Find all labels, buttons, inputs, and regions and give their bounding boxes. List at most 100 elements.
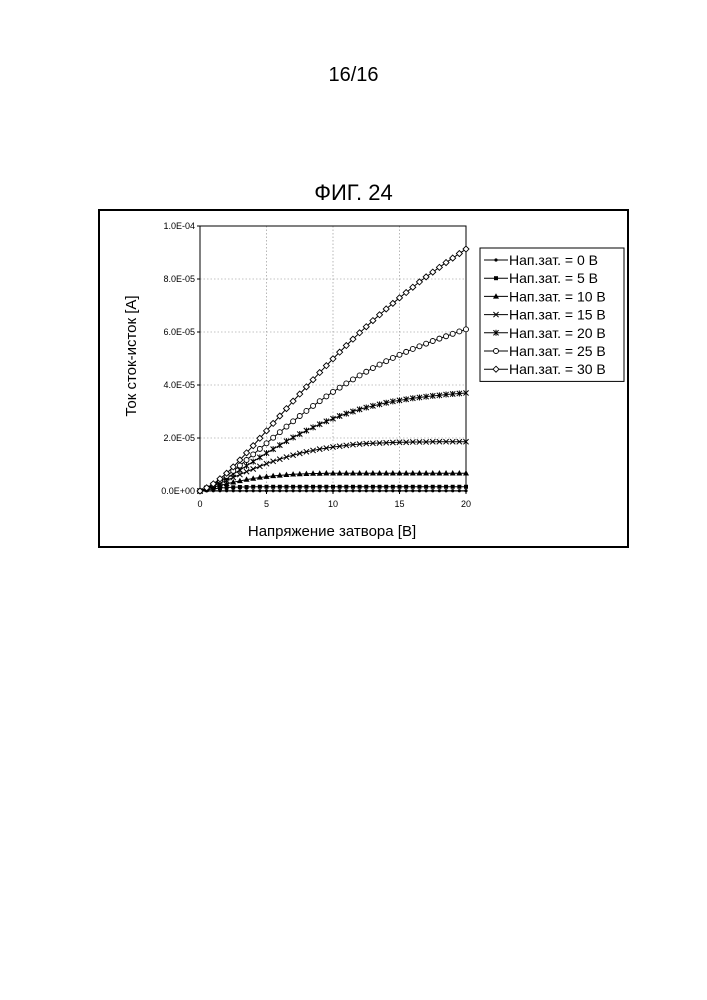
data-point [378, 485, 382, 489]
data-point [311, 489, 314, 492]
data-point [463, 246, 469, 252]
data-point [257, 446, 262, 451]
data-point [318, 489, 321, 492]
data-point [244, 463, 249, 469]
data-point [344, 411, 349, 417]
data-point [238, 489, 241, 492]
data-point [458, 489, 461, 492]
chart-frame: 051015200.0E+002.0E-054.0E-056.0E-058.0E… [98, 209, 629, 548]
data-point [225, 486, 229, 490]
data-point [377, 470, 383, 475]
data-point [450, 331, 455, 336]
data-point [464, 485, 468, 489]
data-point [431, 489, 434, 492]
data-point [331, 389, 336, 394]
data-point [411, 489, 414, 492]
data-point [464, 489, 467, 492]
data-point [350, 377, 355, 382]
legend-label: Нап.зат. = 30 В [509, 361, 606, 377]
data-point [337, 470, 343, 475]
data-point [364, 369, 369, 374]
x-tick-label: 20 [461, 499, 471, 509]
data-point [337, 385, 342, 390]
data-point [457, 485, 461, 489]
data-point [271, 459, 276, 464]
data-point [330, 416, 335, 422]
data-point [325, 489, 328, 492]
data-point [231, 485, 235, 489]
data-point [310, 424, 315, 430]
data-point [298, 485, 302, 489]
data-point [424, 485, 428, 489]
data-point [244, 457, 249, 462]
data-point [324, 485, 328, 489]
data-point [317, 399, 322, 404]
data-point [345, 489, 348, 492]
data-point [371, 489, 374, 492]
data-point [423, 470, 429, 475]
data-point [257, 464, 262, 469]
data-point [252, 489, 255, 492]
data-point [450, 255, 456, 261]
y-tick-label: 2.0E-05 [163, 433, 195, 443]
data-point [377, 362, 382, 367]
data-point [311, 403, 316, 408]
data-point [271, 446, 276, 452]
data-point [237, 463, 242, 468]
x-tick-label: 5 [264, 499, 269, 509]
data-point [272, 489, 275, 492]
data-point [404, 485, 408, 489]
data-point [443, 470, 449, 475]
data-point [351, 485, 355, 489]
legend-marker [494, 258, 497, 261]
data-point [251, 452, 256, 457]
data-point [277, 430, 282, 435]
data-point [404, 349, 409, 354]
data-point [451, 489, 454, 492]
data-point [371, 485, 375, 489]
data-point [350, 470, 356, 475]
data-point [444, 489, 447, 492]
data-point [278, 485, 282, 489]
data-point [464, 327, 469, 332]
data-point [384, 359, 389, 364]
y-tick-label: 6.0E-05 [163, 327, 195, 337]
data-point [271, 435, 276, 440]
legend-label: Нап.зат. = 20 В [509, 325, 606, 341]
legend-label: Нап.зат. = 5 В [509, 270, 598, 286]
data-point [277, 457, 282, 462]
data-point [271, 485, 275, 489]
data-point [418, 489, 421, 492]
x-tick-label: 0 [197, 499, 202, 509]
page-number: 16/16 [0, 64, 707, 87]
data-point [284, 485, 288, 489]
data-point [397, 470, 403, 475]
data-point [251, 466, 256, 471]
data-point [337, 413, 342, 419]
data-point [431, 485, 435, 489]
data-point [397, 352, 402, 357]
data-point [330, 470, 336, 475]
data-point [358, 489, 361, 492]
data-point [232, 489, 235, 492]
data-point [265, 485, 269, 489]
legend-label: Нап.зат. = 0 В [509, 252, 598, 268]
data-point [338, 489, 341, 492]
data-point [264, 450, 269, 456]
data-point [398, 485, 402, 489]
data-point [437, 336, 442, 341]
data-point [344, 485, 348, 489]
data-point [324, 418, 329, 424]
data-point [378, 489, 381, 492]
data-point [284, 424, 289, 429]
data-point [317, 421, 322, 427]
data-point [323, 470, 329, 475]
data-point [410, 346, 415, 351]
y-axis-label: Ток сток-исток [А] [123, 295, 140, 416]
data-point [291, 419, 296, 424]
data-point [365, 489, 368, 492]
axes: 051015200.0E+002.0E-054.0E-056.0E-058.0E… [161, 221, 471, 509]
data-point [384, 485, 388, 489]
data-point [258, 489, 261, 492]
data-point [424, 341, 429, 346]
